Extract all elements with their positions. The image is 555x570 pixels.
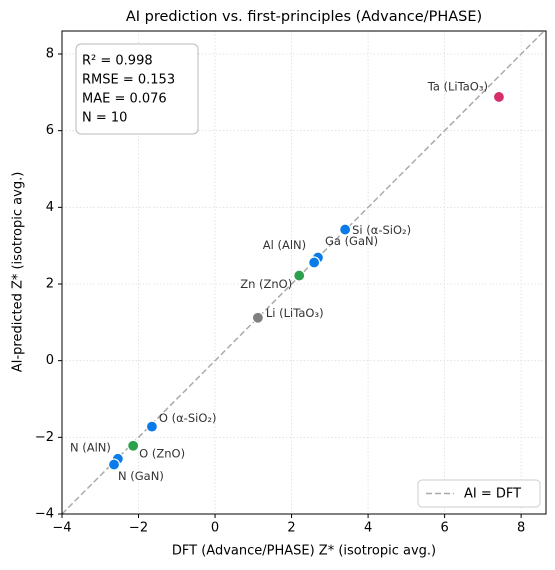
point-label: N (AlN) [70, 440, 111, 454]
data-point [107, 458, 121, 471]
x-tick-label: 0 [211, 521, 219, 536]
y-tick-label: 6 [46, 123, 54, 138]
point-label: Zn (ZnO) [240, 277, 292, 291]
data-point [339, 223, 352, 236]
x-tick-label: 4 [364, 521, 372, 536]
point-label: Ta (LiTaO₃) [427, 79, 488, 93]
plot-frame [61, 30, 547, 515]
x-tick-label: −4 [52, 521, 71, 536]
legend-label: AI = DFT [464, 487, 521, 502]
y-tick-label: 2 [46, 277, 54, 292]
data-point [251, 311, 264, 324]
x-tick-label: −2 [129, 521, 148, 536]
x-tick-label: 8 [517, 521, 525, 536]
y-tick-label: 0 [46, 353, 54, 368]
stats-text: RMSE = 0.153 [82, 73, 175, 88]
x-axis-label: DFT (Advance/PHASE) Z* (isotropic avg.) [172, 544, 436, 559]
data-point [492, 90, 506, 104]
x-tick-label: 2 [287, 521, 295, 536]
data-point [145, 420, 159, 433]
data-point [293, 269, 306, 282]
point-label: O (α-SiO₂) [159, 411, 217, 425]
stats-box [75, 43, 199, 135]
x-tick-label: 6 [440, 521, 448, 536]
stats-text: R² = 0.998 [82, 54, 153, 69]
stats-text: MAE = 0.076 [82, 92, 167, 107]
reference-line [61, 30, 545, 515]
data-point [308, 256, 321, 269]
y-tick-label: −2 [35, 430, 54, 445]
y-tick-label: −4 [35, 507, 54, 522]
y-tick-label: 4 [46, 200, 54, 215]
y-axis-label: AI-predicted Z* (isotropic avg.) [11, 172, 26, 373]
point-label: Si (α-SiO₂) [352, 223, 411, 237]
stats-text: N = 10 [82, 111, 127, 126]
point-label: Ga (GaN) [325, 234, 378, 248]
chart-title: AI prediction vs. first-principles (Adva… [126, 9, 482, 25]
y-tick-label: 8 [46, 47, 54, 62]
point-label: Al (AlN) [263, 238, 306, 252]
point-label: O (ZnO) [139, 446, 185, 460]
data-point [127, 439, 140, 452]
point-label: Li (LiTaO₃) [266, 306, 324, 320]
point-label: N (GaN) [118, 469, 164, 483]
legend-box [417, 479, 541, 508]
